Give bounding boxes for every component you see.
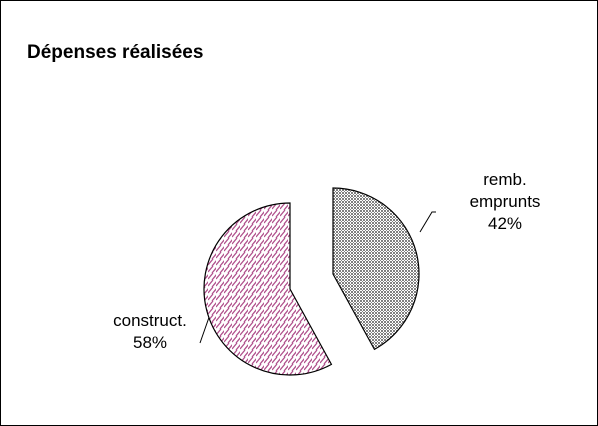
pie-slice <box>203 202 333 376</box>
value-label: 42% <box>488 214 522 233</box>
label-line: remb. <box>483 170 526 189</box>
label-line: emprunts <box>470 192 541 211</box>
label-line: construct. <box>113 311 187 330</box>
leader-line <box>419 211 436 233</box>
chart-title: Dépenses réalisées <box>27 42 203 63</box>
slice-label: remb. emprunts <box>470 170 541 211</box>
slice-label: construct. <box>113 311 187 330</box>
pie-slice <box>332 187 420 351</box>
value-label: 58% <box>133 333 167 352</box>
